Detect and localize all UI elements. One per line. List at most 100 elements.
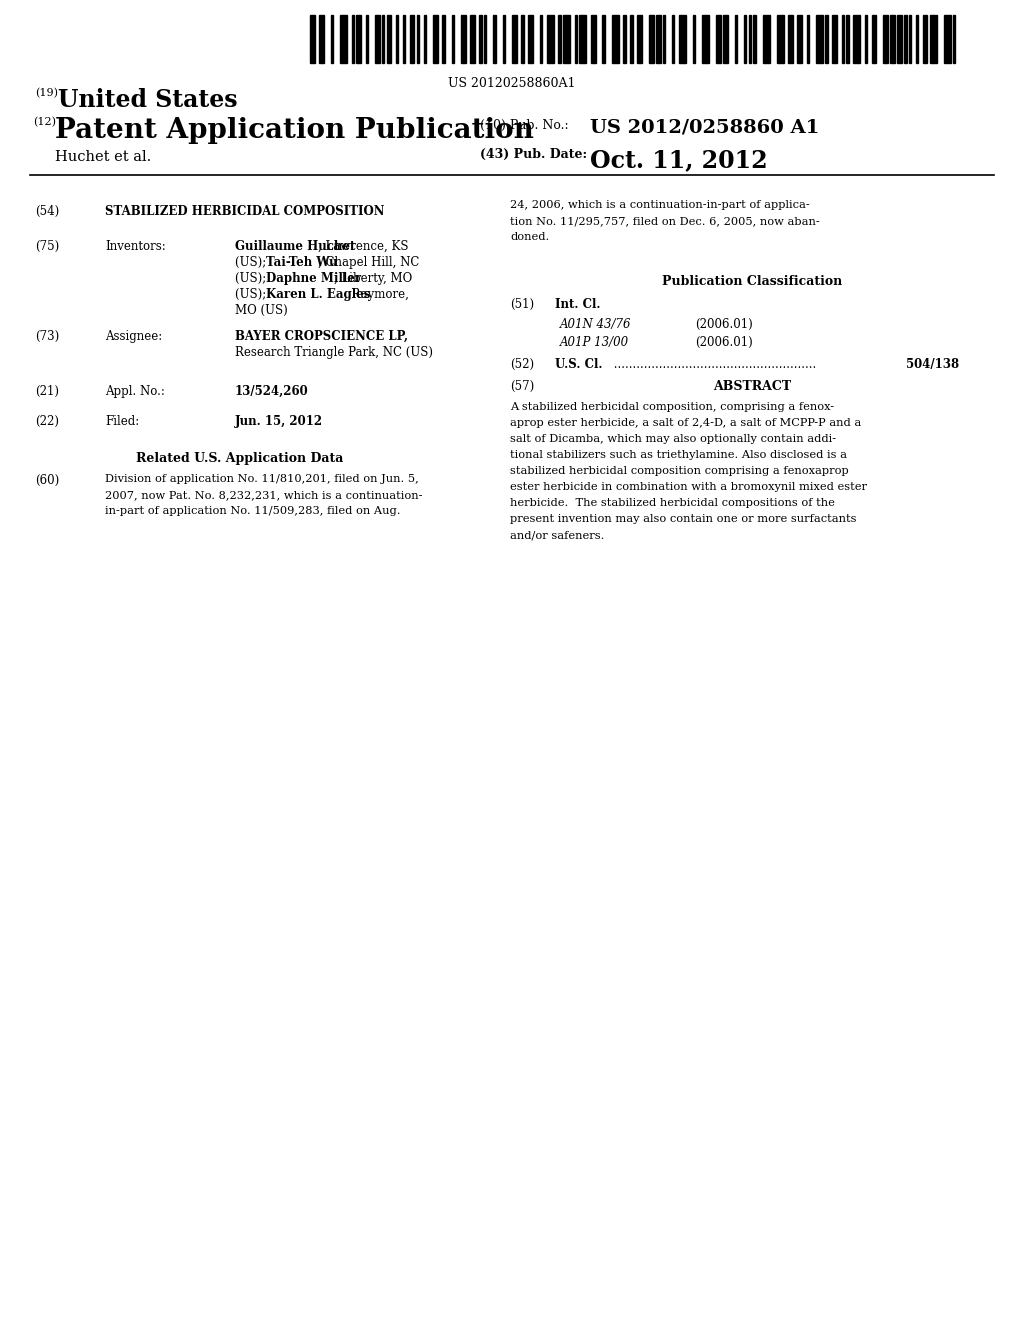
Bar [382,15,384,63]
Bar [944,15,950,63]
Text: (19): (19) [35,88,58,98]
Bar [754,15,756,63]
Text: (US);: (US); [234,256,270,269]
Bar [798,15,802,63]
Bar [591,15,596,63]
Text: (US);: (US); [234,288,270,301]
Text: tional stabilizers such as triethylamine. Also disclosed is a: tional stabilizers such as triethylamine… [510,450,847,459]
Bar [953,15,955,63]
Text: Karen L. Eagles: Karen L. Eagles [266,288,371,301]
Bar [871,15,877,63]
Bar [352,15,354,63]
Text: Publication Classification: Publication Classification [662,275,842,288]
Bar [702,15,710,63]
Bar [494,15,496,63]
Bar [930,15,937,63]
Text: (73): (73) [35,330,59,343]
Bar [461,15,466,63]
Bar [744,15,746,63]
Text: (51): (51) [510,298,535,312]
Bar [424,15,426,63]
Text: (57): (57) [510,380,535,393]
Bar [340,15,347,63]
Text: 13/524,260: 13/524,260 [234,385,309,399]
Text: (2006.01): (2006.01) [695,318,753,331]
Bar [452,15,454,63]
Bar [602,15,605,63]
Bar [479,15,481,63]
Text: Tai-Teh Wu: Tai-Teh Wu [266,256,338,269]
Bar [558,15,561,63]
Bar [356,15,361,63]
Text: , Raymore,: , Raymore, [344,288,409,301]
Text: Jun. 15, 2012: Jun. 15, 2012 [234,414,324,428]
Bar [865,15,867,63]
Text: Appl. No.:: Appl. No.: [105,385,165,399]
Bar [735,15,737,63]
Bar [825,15,827,63]
Bar [396,15,398,63]
Text: 504/138: 504/138 [906,358,959,371]
Text: and/or safeners.: and/or safeners. [510,531,604,540]
Text: (22): (22) [35,414,59,428]
Text: Related U.S. Application Data: Related U.S. Application Data [136,451,344,465]
Bar [470,15,475,63]
Bar [512,15,516,63]
Text: tion No. 11/295,757, filed on Dec. 6, 2005, now aban-: tion No. 11/295,757, filed on Dec. 6, 20… [510,216,820,226]
Bar [442,15,444,63]
Text: 2007, now Pat. No. 8,232,231, which is a continuation-: 2007, now Pat. No. 8,232,231, which is a… [105,490,423,500]
Text: Daphne Miller: Daphne Miller [266,272,361,285]
Text: BAYER CROPSCIENCE LP,: BAYER CROPSCIENCE LP, [234,330,408,343]
Text: , Chapel Hill, NC: , Chapel Hill, NC [318,256,420,269]
Text: (54): (54) [35,205,59,218]
Bar [631,15,633,63]
Text: ester herbicide in combination with a bromoxynil mixed ester: ester herbicide in combination with a br… [510,482,867,492]
Text: A01P 13/00: A01P 13/00 [560,337,629,348]
Text: Division of application No. 11/810,201, filed on Jun. 5,: Division of application No. 11/810,201, … [105,474,419,484]
Bar [656,15,660,63]
Bar [909,15,911,63]
Bar [672,15,675,63]
Bar [521,15,523,63]
Bar [319,15,324,63]
Text: (75): (75) [35,240,59,253]
Text: ......................................................: ........................................… [610,358,816,371]
Bar [503,15,505,63]
Text: US 2012/0258860 A1: US 2012/0258860 A1 [590,119,819,137]
Text: 24, 2006, which is a continuation-in-part of applica-: 24, 2006, which is a continuation-in-par… [510,201,810,210]
Bar [776,15,783,63]
Text: Patent Application Publication: Patent Application Publication [55,117,534,144]
Bar [547,15,554,63]
Bar [637,15,642,63]
Text: US 20120258860A1: US 20120258860A1 [449,77,575,90]
Text: (60): (60) [35,474,59,487]
Bar [484,15,486,63]
Bar [580,15,587,63]
Bar [563,15,570,63]
Text: U.S. Cl.: U.S. Cl. [555,358,602,371]
Text: (52): (52) [510,358,535,371]
Text: (43) Pub. Date:: (43) Pub. Date: [480,148,587,161]
Bar [890,15,895,63]
Bar [923,15,928,63]
Bar [417,15,419,63]
Bar [816,15,823,63]
Bar [807,15,809,63]
Bar [788,15,793,63]
Bar [574,15,577,63]
Bar [624,15,626,63]
Text: Oct. 11, 2012: Oct. 11, 2012 [590,148,768,172]
Text: MO (US): MO (US) [234,304,288,317]
Bar [846,15,849,63]
Bar [853,15,860,63]
Text: present invention may also contain one or more surfactants: present invention may also contain one o… [510,513,856,524]
Text: (21): (21) [35,385,59,399]
Text: (2006.01): (2006.01) [695,337,753,348]
Text: ABSTRACT: ABSTRACT [713,380,792,393]
Bar [375,15,380,63]
Bar [540,15,542,63]
Bar [904,15,906,63]
Text: (12): (12) [33,117,56,127]
Bar [331,15,333,63]
Bar [763,15,770,63]
